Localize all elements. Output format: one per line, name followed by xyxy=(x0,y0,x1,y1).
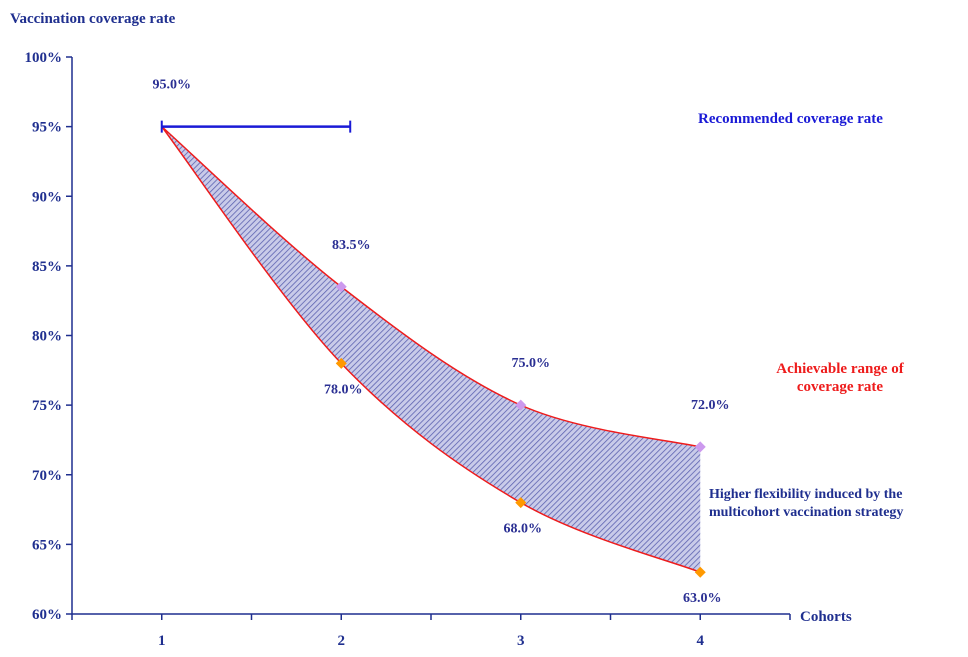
y-tick-label: 95% xyxy=(32,120,62,136)
upper-data-point xyxy=(694,441,706,453)
achievable-range-annotation-line2: coverage rate xyxy=(797,379,884,395)
x-tick-labels: 1 2 3 4 xyxy=(158,633,705,649)
upper-data-point xyxy=(335,281,347,293)
y-tick-label: 65% xyxy=(32,537,62,553)
y-tick-label: 80% xyxy=(32,329,62,345)
lower-data-point xyxy=(694,566,706,578)
y-tick-label: 85% xyxy=(32,259,62,275)
data-markers xyxy=(335,281,706,578)
upper-range-curve xyxy=(161,126,701,448)
x-tick-label: 2 xyxy=(338,633,346,649)
lower-data-point xyxy=(335,357,347,369)
upper-data-label: 75.0% xyxy=(512,356,551,371)
data-labels: 95.0% 83.5% 78.0% 75.0% 68.0% 72.0% 63.0% xyxy=(153,78,730,607)
y-tick-label: 60% xyxy=(32,607,62,623)
achievable-range-annotation-line1: Achievable range of xyxy=(776,361,904,377)
x-tick-label: 4 xyxy=(697,633,705,649)
upper-data-label: 95.0% xyxy=(153,78,192,93)
upper-data-point xyxy=(515,399,527,411)
recommended-coverage-annotation: Recommended coverage rate xyxy=(698,111,883,127)
y-tick-label: 100% xyxy=(25,50,63,66)
lower-data-label: 63.0% xyxy=(683,591,722,606)
y-tick-labels: 60% 65% 70% 75% 80% 85% 90% 95% 100% xyxy=(25,50,63,623)
x-axis-title: Cohorts xyxy=(800,609,852,625)
upper-data-label: 72.0% xyxy=(691,398,730,413)
achievable-range-area xyxy=(161,126,701,573)
y-tick-label: 90% xyxy=(32,189,62,205)
lower-data-label: 68.0% xyxy=(504,522,543,537)
upper-data-label: 83.5% xyxy=(332,238,371,253)
flexibility-annotation-line2: multicohort vaccination strategy xyxy=(709,505,903,520)
y-tick-label: 75% xyxy=(32,398,62,414)
x-tick-label: 1 xyxy=(158,633,166,649)
flexibility-annotation-line1: Higher flexibility induced by the xyxy=(709,487,902,502)
lower-data-point xyxy=(515,497,527,509)
y-axis-title: Vaccination coverage rate xyxy=(10,11,176,27)
axes xyxy=(66,56,791,620)
lower-range-curve xyxy=(161,126,701,573)
recommended-coverage-line xyxy=(160,120,352,133)
y-tick-label: 70% xyxy=(32,468,62,484)
x-tick-label: 3 xyxy=(517,633,525,649)
lower-data-label: 78.0% xyxy=(324,382,363,397)
